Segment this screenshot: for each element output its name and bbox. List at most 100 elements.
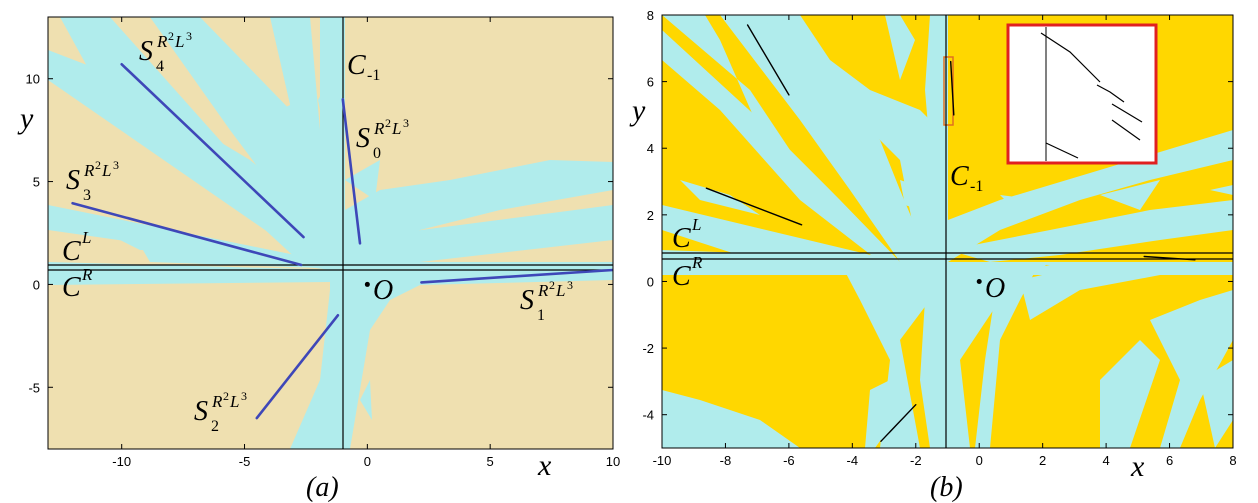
panel-b-label-cl: C L	[672, 215, 701, 254]
panel-a-label-cr: C R	[62, 265, 93, 303]
y-tick-label: -5	[28, 380, 40, 395]
label-sub: -1	[367, 67, 380, 84]
panel-a-panel-label: (a)	[306, 472, 339, 503]
y-tick-label: -4	[642, 408, 654, 423]
panel-a-basin	[48, 17, 613, 449]
label-sub: 0	[373, 145, 381, 162]
label-text: C	[62, 272, 81, 303]
panel-a-curves	[71, 63, 613, 420]
label-sup-r: R	[373, 119, 385, 138]
y-tick-label: 2	[647, 208, 654, 223]
label-sup-r: R	[537, 281, 549, 300]
panel-b-inset-curve-5	[1045, 142, 1079, 159]
x-tick-label: -2	[910, 453, 922, 468]
y-tick-label: 0	[33, 277, 40, 292]
panel-b-panel-label: (b)	[930, 472, 963, 503]
panel-a-label-s1: S 1 R 2 L 3	[520, 278, 573, 324]
panel-a-ylabel: y	[17, 102, 34, 135]
panel-b-fixed-point	[976, 278, 982, 284]
x-tick-label: 5	[487, 454, 494, 469]
panel-b-label-c-minus-1: C -1	[950, 161, 983, 195]
panel-b-plot-area	[662, 15, 1233, 448]
panel-b-basin	[662, 15, 1233, 448]
label-sup: R	[691, 253, 703, 272]
curve-4	[120, 63, 305, 239]
label-text: S	[66, 165, 80, 196]
label-sup-l: L	[101, 161, 111, 180]
panel-a-xlabel: x	[537, 449, 552, 482]
panel-a-label-s4: S 4 R 2 L 3	[139, 29, 192, 75]
label-sup-2: 2	[549, 278, 555, 292]
x-tick-label: -5	[239, 454, 251, 469]
label-sup-r: R	[156, 32, 168, 51]
x-tick-label: 2	[1039, 453, 1046, 468]
label-sup-3: 3	[186, 29, 192, 43]
label-text: C	[672, 223, 691, 254]
panel-b: -10 -8 -6 -4 -2 0 2 4 6 8 -4 -2 0 2 4 6 8	[642, 8, 1236, 468]
panel-b-inset-curve-2	[1096, 84, 1125, 103]
label-text: S	[139, 36, 153, 67]
curve-1	[420, 268, 613, 284]
curve-2	[255, 313, 340, 420]
label-sup-l: L	[229, 392, 239, 411]
x-tick-label: -10	[112, 454, 131, 469]
x-tick-label: -6	[783, 453, 795, 468]
panel-b-label-cr: C R	[672, 253, 703, 292]
panel-a-plot-area	[48, 17, 613, 449]
curve-0	[746, 24, 790, 96]
x-tick-label: 4	[1102, 453, 1109, 468]
label-sup-l: L	[174, 32, 184, 51]
x-tick-label: -8	[720, 453, 732, 468]
label-sub: -1	[970, 178, 983, 195]
panel-b-inset-curve-1	[1040, 32, 1101, 83]
panel-a-fixed-point-label: O	[373, 275, 393, 306]
panel-a-label-c-minus-1: C -1	[347, 50, 380, 84]
panel-b-xlabel: x	[1130, 450, 1145, 483]
label-sub: 1	[537, 307, 545, 324]
label-text: C	[672, 261, 691, 292]
curve-2	[950, 60, 955, 116]
panel-b-frame	[661, 14, 1234, 449]
label-text: C	[62, 236, 81, 267]
curve-3	[880, 404, 917, 442]
label-sup-l: L	[391, 119, 401, 138]
label-text: S	[194, 396, 208, 427]
panel-a-x-ticks: -10 -5 0 5 10	[112, 17, 620, 469]
panel-b-fixed-point-label: O	[985, 273, 1005, 304]
x-tick-label: 8	[1229, 453, 1236, 468]
y-tick-label: 4	[647, 141, 654, 156]
label-sub: 3	[83, 187, 91, 204]
label-sup-r: R	[211, 392, 223, 411]
fixed-point-marker	[976, 278, 982, 284]
label-sub: 4	[156, 58, 164, 75]
curve-1	[705, 187, 803, 226]
label-sup: R	[81, 265, 93, 284]
label-text: S	[520, 285, 534, 316]
label-sup-3: 3	[113, 158, 119, 172]
label-sup-r: R	[83, 161, 95, 180]
curve-4	[1143, 255, 1196, 261]
label-sup: L	[81, 228, 91, 247]
y-tick-label: 10	[26, 72, 40, 87]
panel-b-y-ticks: -4 -2 0 2 4 6 8	[642, 8, 1233, 423]
panel-a-label-s3: S 3 R 2 L 3	[66, 158, 119, 204]
y-tick-label: 8	[647, 8, 654, 23]
panel-b-ylabel: y	[629, 94, 646, 127]
panel-a-frame	[47, 16, 614, 450]
panel-a-label-s2: S 2 R 2 L 3	[194, 389, 247, 435]
y-tick-label: 5	[33, 175, 40, 190]
panel-b-curves	[705, 24, 1196, 442]
label-text: C	[950, 161, 969, 192]
label-sup-3: 3	[567, 278, 573, 292]
label-text: C	[347, 50, 366, 81]
fixed-point-marker	[364, 281, 370, 287]
panel-b-inset-frame	[1006, 23, 1158, 165]
x-tick-label: -10	[653, 453, 672, 468]
label-sub: 2	[211, 418, 219, 435]
label-sup-2: 2	[385, 116, 391, 130]
panel-b-inset	[1006, 23, 1158, 165]
panel-b-inset-curve-3	[1111, 103, 1143, 123]
